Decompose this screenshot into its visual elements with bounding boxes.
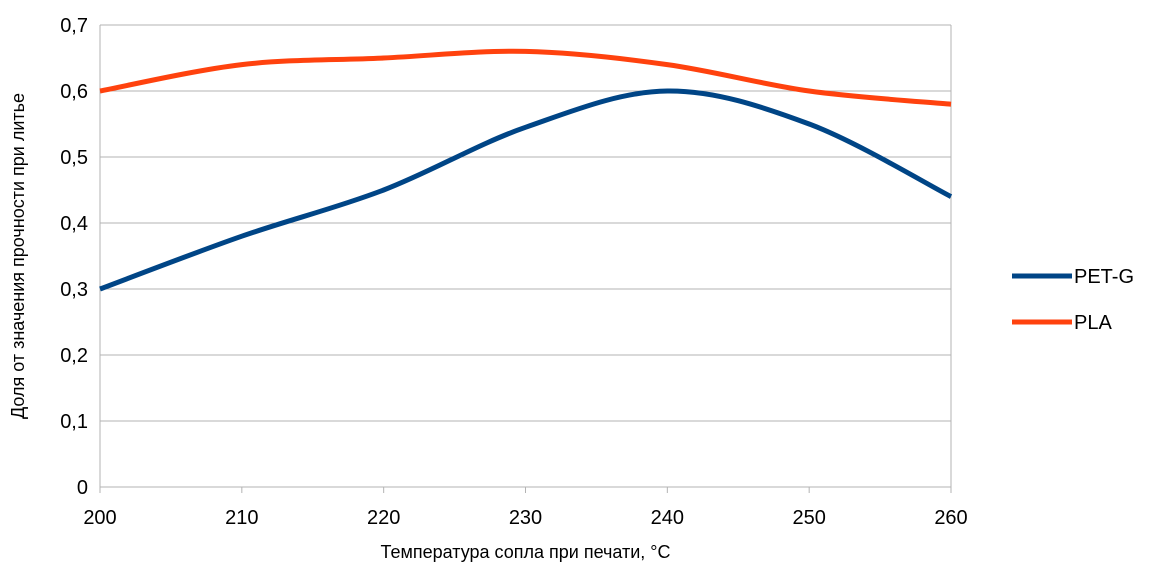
y-tick-label: 0,4 [60,213,88,235]
y-tick-label: 0,1 [60,411,88,433]
series-line-pet-g [99,88,953,292]
y-tick-label: 0,2 [60,345,88,367]
x-tick-label: 220 [367,507,400,529]
y-tick-label: 0,6 [60,81,88,103]
y-tick-label: 0,3 [60,279,88,301]
y-tick-label: 0,7 [60,15,88,37]
legend-label-pla: PLA [1074,312,1112,334]
x-tick-label: 250 [792,507,825,529]
legend: PET-G PLA [1012,266,1134,334]
grid-lines [100,24,951,488]
y-tick-label: 0,5 [60,147,88,169]
y-tick-label: 0 [77,477,88,499]
x-tick-label: 200 [83,507,116,529]
x-tick-label: 260 [934,507,967,529]
y-axis-tick-labels: 0 0,1 0,2 0,3 0,4 0,5 0,6 0,7 [60,15,88,499]
y-axis-label: Доля от значения прочности при литье [8,93,28,419]
x-axis-label: Температура сопла при печати, °C [381,542,671,562]
series-line-pla [99,48,952,107]
x-tick-label: 240 [651,507,684,529]
x-tick-label: 230 [509,507,542,529]
legend-label-pet-g: PET-G [1074,266,1134,288]
series-lines [99,48,953,292]
x-tick-label: 210 [225,507,258,529]
x-axis-tick-labels: 200 210 220 230 240 250 260 [83,507,967,529]
